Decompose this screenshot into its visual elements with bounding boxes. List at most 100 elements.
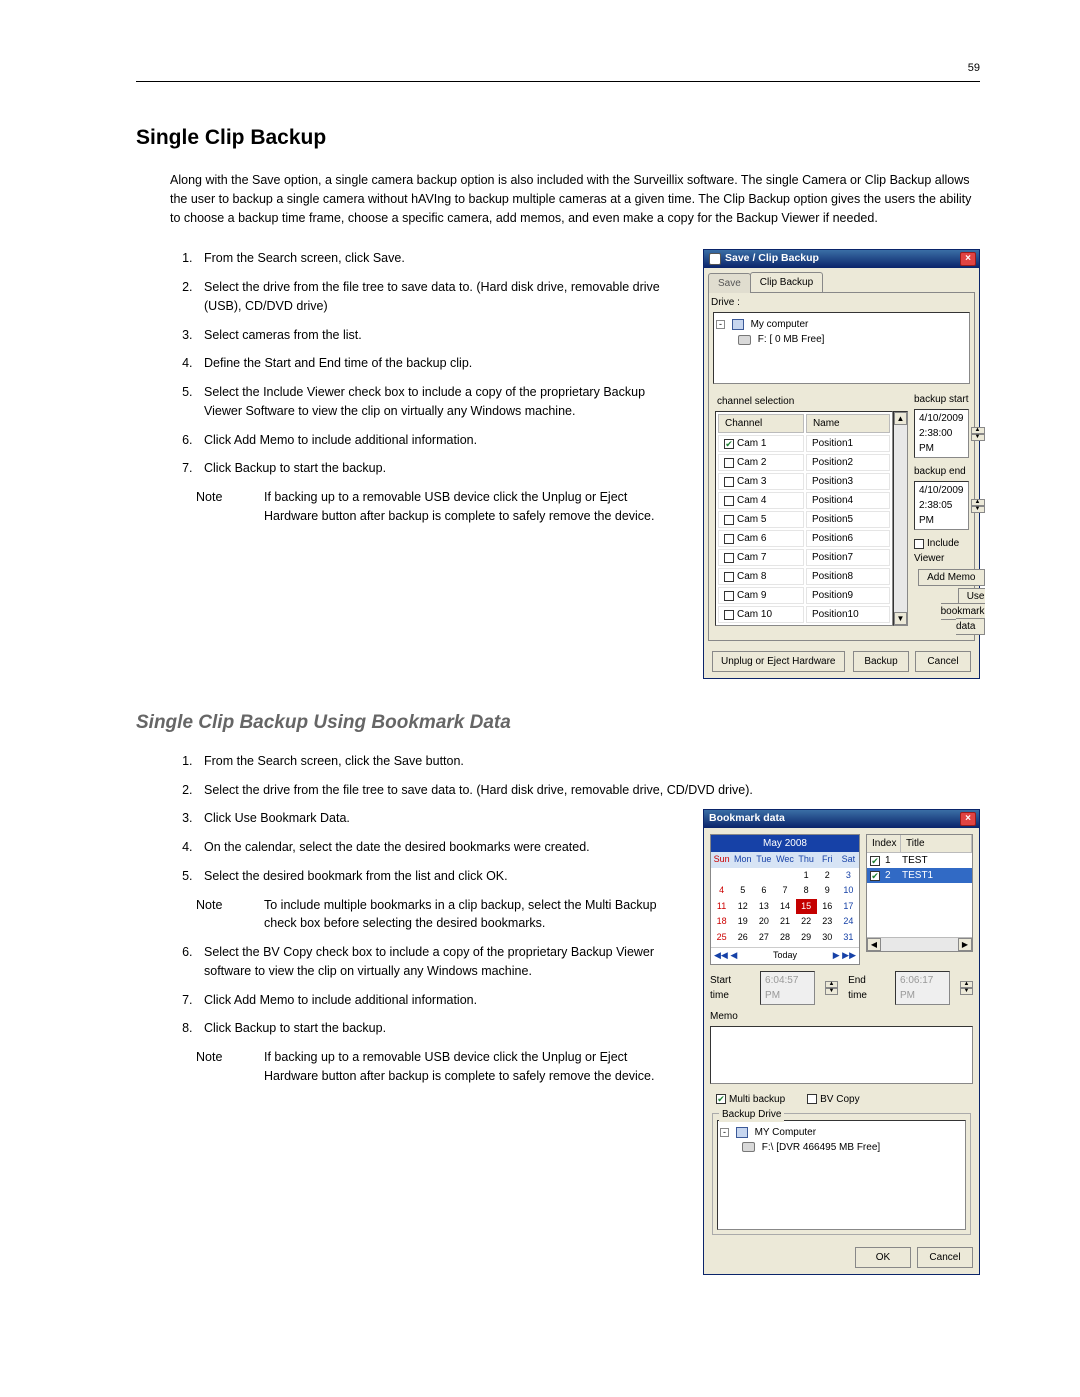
- cal-day[interactable]: 31: [838, 930, 859, 946]
- close-icon[interactable]: ×: [960, 812, 976, 826]
- cal-day[interactable]: 21: [774, 914, 795, 930]
- cam-checkbox[interactable]: [724, 610, 734, 620]
- cal-day[interactable]: 12: [732, 899, 753, 915]
- cal-day[interactable]: 6: [753, 883, 774, 899]
- list-item[interactable]: ✔1TEST: [867, 853, 972, 868]
- unplug-eject-button[interactable]: Unplug or Eject Hardware: [712, 651, 845, 672]
- cal-prev-icon[interactable]: ◀: [730, 950, 737, 960]
- bv-copy-checkbox[interactable]: [807, 1094, 817, 1104]
- scroll-down-icon[interactable]: ▼: [894, 612, 907, 625]
- cal-day[interactable]: 23: [817, 914, 838, 930]
- h-scrollbar[interactable]: ◀▶: [867, 937, 972, 951]
- multi-backup-checkbox[interactable]: ✔: [716, 1094, 726, 1104]
- list-item[interactable]: ✔2TEST1: [867, 868, 972, 883]
- cal-day[interactable]: 28: [774, 930, 795, 946]
- cam-checkbox[interactable]: [724, 553, 734, 563]
- cam-checkbox[interactable]: [724, 515, 734, 525]
- spin-up-icon[interactable]: ▲: [960, 981, 973, 988]
- use-bookmark-button[interactable]: Use bookmark data: [941, 588, 985, 635]
- tree-drive[interactable]: F:\ [DVR 466495 MB Free]: [762, 1140, 880, 1155]
- ok-button[interactable]: OK: [855, 1247, 911, 1268]
- bookmark-checkbox[interactable]: ✔: [870, 856, 880, 866]
- cal-day[interactable]: 25: [711, 930, 732, 946]
- titlebar[interactable]: Save / Clip Backup ×: [704, 250, 979, 268]
- cal-day[interactable]: 24: [838, 914, 859, 930]
- col-title[interactable]: Title: [901, 835, 972, 852]
- channel-table[interactable]: ChannelName ✔Cam 1Position1 Cam 2Position…: [715, 411, 893, 626]
- spinner[interactable]: ▲▼: [971, 427, 985, 441]
- start-time-input[interactable]: 6:04:57 PM: [760, 971, 815, 1005]
- cal-day[interactable]: 4: [711, 883, 732, 899]
- memo-textarea[interactable]: [710, 1026, 973, 1084]
- cal-day[interactable]: 7: [774, 883, 795, 899]
- spin-up-icon[interactable]: ▲: [971, 499, 985, 506]
- spin-down-icon[interactable]: ▼: [825, 988, 838, 995]
- cal-day[interactable]: 8: [796, 883, 817, 899]
- end-time-input[interactable]: 6:06:17 PM: [895, 971, 950, 1005]
- include-viewer-checkbox[interactable]: [914, 539, 924, 549]
- cal-day[interactable]: 9: [817, 883, 838, 899]
- add-memo-button[interactable]: Add Memo: [918, 569, 984, 586]
- spinner[interactable]: ▲▼: [971, 499, 985, 513]
- backup-drive-tree[interactable]: - MY Computer F:\ [DVR 466495 MB Free]: [717, 1120, 966, 1230]
- today-button[interactable]: Today: [773, 949, 797, 963]
- cal-day[interactable]: 18: [711, 914, 732, 930]
- calendar[interactable]: May 2008 SunMonTueWecThuFriSat1234567891…: [710, 834, 860, 965]
- table-row[interactable]: Cam 9Position9: [718, 587, 890, 604]
- table-row[interactable]: Cam 5Position5: [718, 511, 890, 528]
- titlebar[interactable]: Bookmark data ×: [704, 810, 979, 828]
- bookmark-list[interactable]: IndexTitle ✔1TEST✔2TEST1 ◀▶: [866, 834, 973, 952]
- cal-day[interactable]: 2: [817, 868, 838, 884]
- tree-root[interactable]: MY Computer: [755, 1125, 817, 1140]
- cal-day[interactable]: 14: [774, 899, 795, 915]
- cal-day[interactable]: 29: [796, 930, 817, 946]
- cam-checkbox[interactable]: [724, 458, 734, 468]
- table-row[interactable]: Cam 8Position8: [718, 568, 890, 585]
- tree-root[interactable]: My computer: [751, 317, 809, 332]
- cal-day[interactable]: 5: [732, 883, 753, 899]
- table-row[interactable]: Cam 10Position10: [718, 606, 890, 623]
- table-row[interactable]: Cam 6Position6: [718, 530, 890, 547]
- cal-day[interactable]: 22: [796, 914, 817, 930]
- cal-day[interactable]: 30: [817, 930, 838, 946]
- table-row[interactable]: Cam 2Position2: [718, 454, 890, 471]
- scroll-up-icon[interactable]: ▲: [894, 412, 907, 425]
- cancel-button[interactable]: Cancel: [915, 651, 971, 672]
- cal-day[interactable]: 20: [753, 914, 774, 930]
- cal-day[interactable]: 1: [796, 868, 817, 884]
- spin-up-icon[interactable]: ▲: [971, 427, 985, 434]
- tree-drive[interactable]: F: [ 0 MB Free]: [758, 332, 825, 347]
- cal-day[interactable]: 17: [838, 899, 859, 915]
- spin-down-icon[interactable]: ▼: [960, 988, 973, 995]
- collapse-icon[interactable]: -: [720, 1128, 729, 1137]
- col-channel[interactable]: Channel: [718, 414, 804, 433]
- table-row[interactable]: Cam 4Position4: [718, 492, 890, 509]
- backup-start-input[interactable]: 4/10/2009 2:38:00 PM: [914, 409, 969, 458]
- cancel-button[interactable]: Cancel: [917, 1247, 973, 1268]
- scroll-right-icon[interactable]: ▶: [958, 938, 972, 951]
- cam-checkbox[interactable]: [724, 591, 734, 601]
- col-index[interactable]: Index: [867, 835, 901, 852]
- cal-day[interactable]: 13: [753, 899, 774, 915]
- spinner[interactable]: ▲▼: [825, 981, 838, 995]
- table-row[interactable]: Cam 3Position3: [718, 473, 890, 490]
- table-row[interactable]: ✔Cam 1Position1: [718, 435, 890, 452]
- cam-checkbox[interactable]: [724, 572, 734, 582]
- cam-checkbox[interactable]: ✔: [724, 439, 734, 449]
- tab-clip-backup[interactable]: Clip Backup: [750, 272, 823, 292]
- col-name[interactable]: Name: [806, 414, 890, 433]
- cal-next-icon[interactable]: ▶: [833, 950, 840, 960]
- tab-save[interactable]: Save: [708, 273, 751, 293]
- scrollbar[interactable]: ▲▼: [893, 411, 908, 626]
- bookmark-checkbox[interactable]: ✔: [870, 871, 880, 881]
- spin-up-icon[interactable]: ▲: [825, 981, 838, 988]
- close-icon[interactable]: ×: [960, 252, 976, 266]
- spinner[interactable]: ▲▼: [960, 981, 973, 995]
- cal-first-icon[interactable]: ◀◀: [714, 950, 728, 960]
- scroll-left-icon[interactable]: ◀: [867, 938, 881, 951]
- spin-down-icon[interactable]: ▼: [971, 434, 985, 441]
- cal-day[interactable]: 3: [838, 868, 859, 884]
- backup-button[interactable]: Backup: [853, 651, 909, 672]
- cal-day[interactable]: 19: [732, 914, 753, 930]
- cal-day[interactable]: 10: [838, 883, 859, 899]
